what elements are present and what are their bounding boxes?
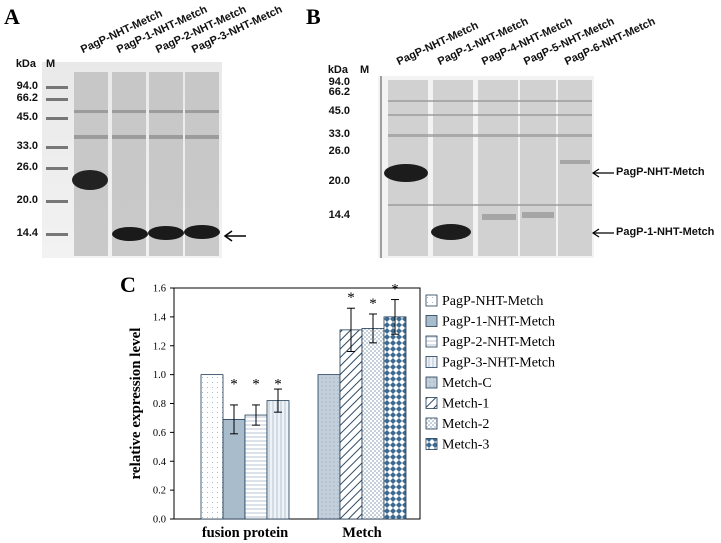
panel-a-letter: A (4, 4, 20, 29)
x-group-label: Metch (342, 525, 381, 541)
legend-swatch (425, 397, 438, 409)
legend-label: Metch-C (442, 376, 492, 391)
bar-pagp-1-nht-metch (222, 418, 246, 520)
legend-swatch (425, 294, 438, 307)
panel-b-kda-header: kDa (327, 64, 348, 76)
legend-swatch (425, 315, 438, 327)
bar-metch-c (317, 374, 341, 520)
x-group-label: fusion protein (202, 525, 288, 541)
significance-star: * (252, 377, 260, 393)
significance-star: * (347, 290, 355, 306)
significance-star: * (391, 282, 399, 298)
bar-pagp-nht-metch (200, 374, 224, 520)
y-tick-label: 1.6 (153, 284, 166, 295)
y-tick-label: 0.4 (153, 457, 167, 468)
panel-a-marker-label: 45.0 (16, 111, 38, 123)
legend-label: PagP-NHT-Metch (442, 294, 543, 309)
legend-swatch (425, 438, 438, 450)
panel-a-gel (42, 62, 222, 258)
panel-b-marker-label: 94.0 (328, 76, 350, 88)
panel-b-marker-label: 20.0 (328, 175, 350, 187)
panel-c-letter: C (120, 272, 136, 297)
panel-b-marker-label: 14.4 (328, 209, 350, 221)
panel-a-marker-label: 14.4 (16, 227, 38, 239)
panel-a-kda-header: kDa (15, 58, 36, 70)
panel-b-arrow-1 (591, 168, 614, 178)
panel-b-marker-label: 26.0 (328, 145, 350, 157)
panel-a-band-arrow (223, 230, 246, 242)
y-tick-label: 0.6 (153, 428, 166, 439)
y-tick-label: 1.0 (153, 370, 166, 381)
panel-a-marker-label: 33.0 (16, 140, 38, 152)
legend-label: PagP-3-NHT-Metch (442, 356, 555, 371)
bar-metch-1 (339, 329, 363, 520)
legend-swatch (425, 335, 438, 348)
legend-label: Metch-2 (442, 417, 489, 432)
bar-metch-3 (383, 316, 407, 520)
panel-b-marker-label: 45.0 (328, 105, 350, 117)
legend-label: Metch-3 (442, 438, 489, 453)
panel-b-band-label: PagP-1-NHT-Metch (616, 226, 715, 238)
bar-pagp-3-nht-metch (266, 400, 290, 520)
y-tick-label: 0.0 (153, 515, 166, 526)
y-tick-label: 1.4 (153, 312, 167, 323)
legend-swatch (425, 356, 438, 368)
panel-a-marker-label: 20.0 (16, 194, 38, 206)
y-axis-label: relative expression level (128, 328, 144, 480)
panel-a-marker-label: 26.0 (16, 161, 38, 173)
panel-c-chart: 0.0 0.2 0.4 0.6 0.8 1.0 1.2 1.4 1.6 relative expr… (128, 282, 555, 541)
panel-b-marker-label: 66.2 (328, 86, 350, 98)
panel-a-marker-header: M (46, 58, 56, 70)
significance-star: * (369, 296, 377, 312)
panel-a-marker-label: 94.0 (16, 80, 38, 92)
legend-label: PagP-1-NHT-Metch (442, 315, 555, 330)
significance-star: * (230, 377, 238, 393)
legend-label: Metch-1 (442, 397, 489, 412)
y-tick-label: 1.2 (153, 341, 166, 352)
bar-metch-2 (361, 328, 385, 520)
panel-b-gel (378, 76, 594, 258)
legend-label: PagP-2-NHT-Metch (442, 335, 555, 350)
bar-pagp-2-nht-metch (244, 414, 268, 520)
significance-star: * (274, 377, 282, 393)
panel-b-letter: B (306, 4, 321, 29)
panel-b-marker-label: 33.0 (328, 128, 350, 140)
legend-swatch (425, 376, 438, 389)
y-tick-label: 0.8 (153, 399, 166, 410)
panel-b-band-label: PagP-NHT-Metch (616, 166, 705, 178)
panel-a-marker-label: 66.2 (16, 92, 38, 104)
panel-b-arrow-2 (591, 228, 614, 238)
panel-b-marker-header: M (360, 64, 370, 76)
y-tick-label: 0.2 (153, 486, 166, 497)
legend-swatch (425, 417, 438, 430)
